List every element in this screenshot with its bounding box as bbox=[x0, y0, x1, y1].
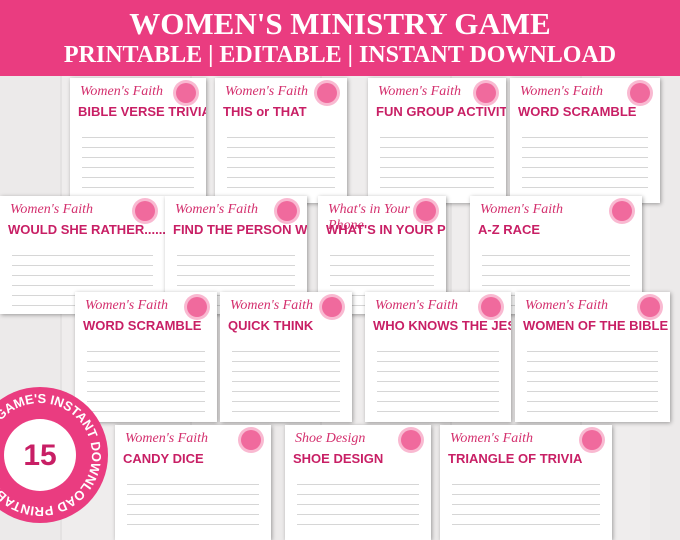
worksheet-lines bbox=[82, 128, 194, 197]
card-title: THIS or THAT bbox=[223, 104, 307, 119]
card-title: WORD SCRAMBLE bbox=[83, 318, 202, 333]
card-title: BIBLE VERSE TRIVIA bbox=[78, 104, 206, 119]
card-brand: Women's Faith bbox=[10, 202, 93, 217]
worksheet-card: Women's Faith CANDY DICE bbox=[115, 425, 271, 540]
card-brand: Women's Faith bbox=[480, 202, 563, 217]
badge-number: 15 bbox=[23, 439, 56, 472]
worksheet-card: Women's Faith FUN GROUP ACTIVITIES bbox=[368, 78, 506, 203]
card-title: A-Z RACE bbox=[478, 222, 541, 237]
flower-icon bbox=[476, 83, 496, 103]
flower-icon bbox=[241, 430, 261, 450]
worksheet-lines bbox=[87, 342, 205, 416]
worksheet-lines bbox=[527, 342, 658, 416]
worksheet-lines bbox=[452, 475, 600, 534]
card-title: WHAT'S IN YOUR PHONE bbox=[326, 222, 446, 237]
flower-icon bbox=[176, 83, 196, 103]
worksheet-card: Women's Faith WOMEN OF THE BIBLE bbox=[515, 292, 670, 422]
card-brand: Women's Faith bbox=[125, 431, 208, 446]
worksheet-card: Women's Faith WORD SCRAMBLE bbox=[510, 78, 660, 203]
card-brand: Women's Faith bbox=[230, 298, 313, 313]
worksheet-lines bbox=[377, 342, 499, 416]
card-brand: Women's Faith bbox=[225, 84, 308, 99]
card-brand: What's in Your Phone bbox=[328, 202, 410, 233]
card-title: WOULD SHE RATHER...... bbox=[8, 222, 165, 237]
worksheet-card: Women's Faith BIBLE VERSE TRIVIA bbox=[70, 78, 206, 203]
worksheet-card: Women's Faith QUICK THINK bbox=[220, 292, 352, 422]
card-title: CANDY DICE bbox=[123, 451, 204, 466]
flower-icon bbox=[612, 201, 632, 221]
card-brand: Women's Faith bbox=[80, 84, 163, 99]
card-brand: Women's Faith bbox=[520, 84, 603, 99]
worksheet-lines bbox=[227, 128, 335, 197]
card-title: WHO KNOWS THE JESUS BEST bbox=[373, 318, 511, 333]
flower-icon bbox=[322, 297, 342, 317]
flower-icon bbox=[317, 83, 337, 103]
flower-icon bbox=[416, 201, 436, 221]
card-brand: Shoe Design bbox=[295, 431, 366, 446]
flower-icon bbox=[630, 83, 650, 103]
card-brand: Women's Faith bbox=[375, 298, 458, 313]
flower-icon bbox=[481, 297, 501, 317]
worksheet-lines bbox=[127, 475, 259, 534]
badge-center bbox=[4, 419, 76, 491]
worksheet-lines bbox=[232, 342, 340, 416]
card-title: WORD SCRAMBLE bbox=[518, 104, 637, 119]
badge: FUN GAME'S INSTANT DOWNLOAD PRINTABLE 15 bbox=[0, 387, 108, 523]
flower-icon bbox=[401, 430, 421, 450]
flower-icon bbox=[277, 201, 297, 221]
card-title: WOMEN OF THE BIBLE bbox=[523, 318, 669, 333]
flower-icon bbox=[187, 297, 207, 317]
worksheet-card: Women's Faith TRIANGLE OF TRIVIA bbox=[440, 425, 612, 540]
card-brand: Women's Faith bbox=[85, 298, 168, 313]
card-title: SHOE DESIGN bbox=[293, 451, 384, 466]
flower-icon bbox=[135, 201, 155, 221]
title: WOMEN'S MINISTRY GAME bbox=[129, 6, 551, 41]
card-title: QUICK THINK bbox=[228, 318, 314, 333]
worksheet-lines bbox=[380, 128, 494, 197]
header: WOMEN'S MINISTRY GAME PRINTABLE | EDITAB… bbox=[0, 0, 680, 76]
card-brand: Women's Faith bbox=[175, 202, 258, 217]
subtitle: PRINTABLE | EDITABLE | INSTANT DOWNLOAD bbox=[63, 42, 617, 68]
card-title: FUN GROUP ACTIVITIES bbox=[376, 104, 506, 119]
worksheet-card: Women's Faith WHO KNOWS THE JESUS BEST bbox=[365, 292, 511, 422]
flower-icon bbox=[640, 297, 660, 317]
worksheet-lines bbox=[522, 128, 648, 197]
card-brand: Women's Faith bbox=[450, 431, 533, 446]
worksheet-card: Shoe Design SHOE DESIGN bbox=[285, 425, 431, 540]
card-title: FIND THE PERSON WHO... bbox=[173, 222, 307, 237]
worksheet-card: Women's Faith WORD SCRAMBLE bbox=[75, 292, 217, 422]
card-brand: Women's Faith bbox=[378, 84, 461, 99]
worksheet-card: Women's Faith THIS or THAT bbox=[215, 78, 347, 203]
worksheet-lines bbox=[297, 475, 419, 534]
card-title: TRIANGLE OF TRIVIA bbox=[448, 451, 583, 466]
flower-icon bbox=[582, 430, 602, 450]
card-brand: Women's Faith bbox=[525, 298, 608, 313]
